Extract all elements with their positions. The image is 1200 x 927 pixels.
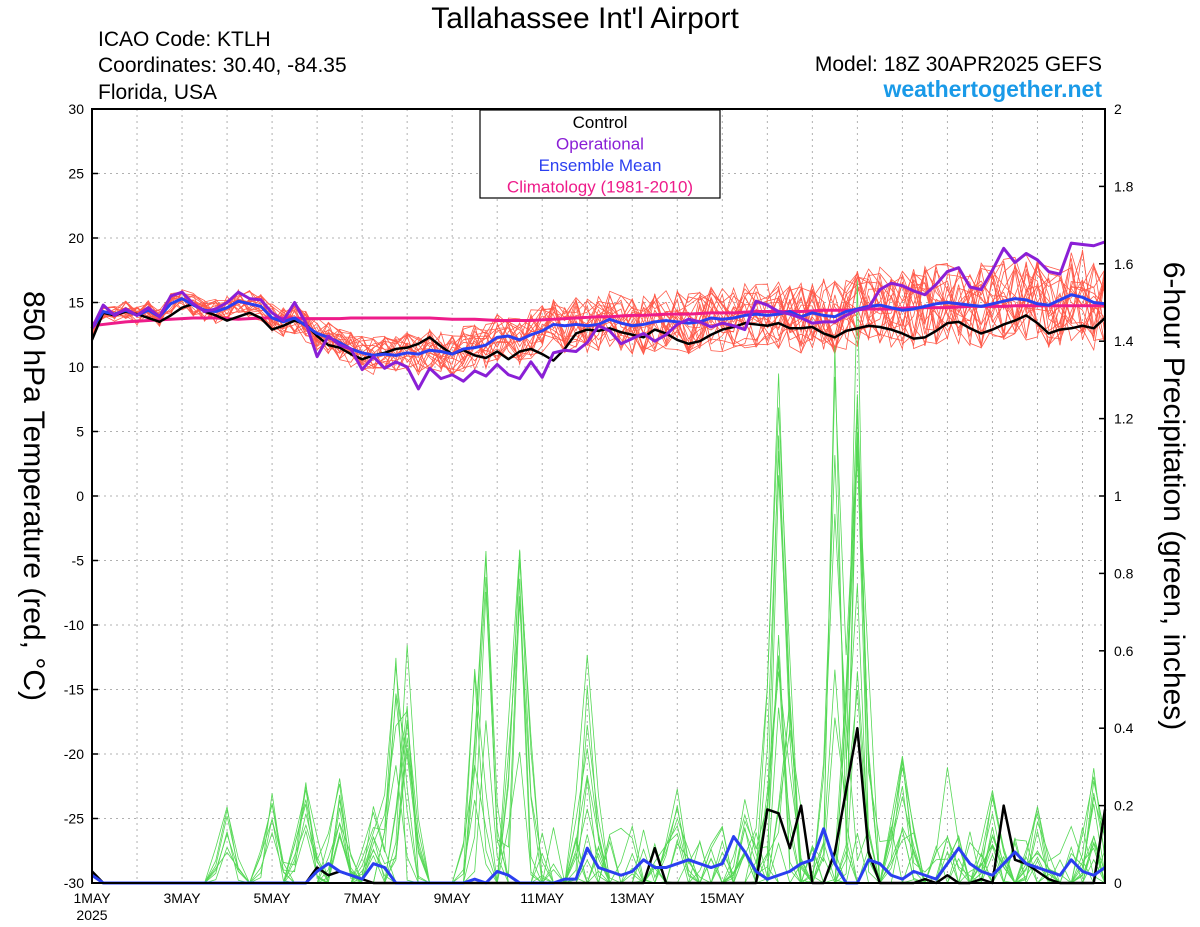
member-precip-line [92, 451, 1106, 885]
brand-link[interactable]: weathertogether.net [883, 76, 1102, 102]
x-tick-label: 15MAY [700, 890, 746, 906]
main-series [90, 240, 1107, 885]
member-temp-line [91, 260, 1106, 370]
y-tick-right: 1.6 [1114, 256, 1134, 272]
y-tick-left: -5 [72, 553, 85, 569]
member-precip-line [92, 456, 1106, 884]
y-tick-left: 15 [68, 295, 84, 311]
y-tick-right: 1.4 [1114, 333, 1134, 349]
operational-temp-line [90, 240, 1106, 391]
legend-entry: Operational [556, 135, 644, 154]
y-tick-left: -30 [64, 875, 84, 891]
y-tick-right: 1.8 [1114, 178, 1134, 194]
member-temp-line [91, 261, 1106, 373]
region: Florida, USA [98, 81, 218, 104]
x-tick-label: 7MAY [344, 890, 382, 906]
legend-box [479, 109, 721, 199]
y-tick-right: 0 [1114, 875, 1122, 891]
member-temp-line [91, 262, 1106, 373]
x-tick-year: 2025 [76, 907, 107, 923]
y-tick-left: 20 [68, 230, 84, 246]
member-precip-line [92, 409, 1105, 885]
axes: 302520151050-5-10-15-20-25-3021.81.61.41… [64, 101, 1134, 923]
y-tick-left: 25 [68, 166, 84, 182]
y-tick-right: 0.4 [1114, 720, 1134, 736]
x-tick-label: 13MAY [610, 890, 656, 906]
x-tick-label: 11MAY [520, 890, 564, 906]
legend-entry: Climatology (1981-2010) [507, 178, 693, 197]
y-tick-left: 10 [68, 359, 84, 375]
legend: Control Operational Ensemble Mean Climatolo… [479, 109, 721, 199]
y-tick-left: -10 [64, 617, 84, 633]
legend-entry: Ensemble Mean [539, 156, 662, 175]
member-precip-line [92, 431, 1106, 885]
y-tick-right: 0.6 [1114, 643, 1134, 659]
member-precip-line [92, 345, 1106, 884]
member-temp-line [91, 264, 1106, 372]
ensemble-members [91, 249, 1106, 885]
y-axis-left-label: 850 hPa Temperature (red, °C) [17, 291, 50, 701]
member-precip-line [92, 407, 1106, 884]
y-tick-right: 2 [1114, 101, 1122, 117]
chart-title: Tallahassee Int'l Airport [431, 2, 739, 35]
y-tick-left: 5 [76, 424, 84, 440]
y-tick-right: 1 [1114, 488, 1122, 504]
control-temp-line [90, 302, 1106, 362]
member-precip-line [92, 394, 1106, 885]
y-tick-right: 0.2 [1114, 798, 1134, 814]
y-tick-left: -15 [64, 682, 84, 698]
gridlines [92, 109, 1105, 883]
y-tick-left: 30 [68, 101, 84, 117]
member-precip-line [92, 435, 1106, 884]
x-tick-label: 1MAY [73, 890, 111, 906]
icao-code: ICAO Code: KTLH [98, 28, 271, 51]
coordinates: Coordinates: 30.40, -84.35 [98, 54, 347, 77]
y-tick-left: 0 [76, 488, 84, 504]
member-precip-line [92, 513, 1106, 885]
legend-entry: Control [573, 113, 628, 132]
x-tick-label: 5MAY [254, 890, 292, 906]
y-tick-right: 0.8 [1114, 565, 1134, 581]
y-tick-left: -25 [64, 811, 84, 827]
y-tick-left: -20 [64, 746, 84, 762]
y-tick-right: 1.2 [1114, 411, 1134, 427]
x-tick-label: 9MAY [434, 890, 472, 906]
y-axis-right-label: 6-hour Precipitation (green, inches) [1157, 262, 1190, 731]
x-tick-label: 3MAY [163, 890, 201, 906]
model-run: Model: 18Z 30APR2025 GEFS [814, 53, 1102, 76]
